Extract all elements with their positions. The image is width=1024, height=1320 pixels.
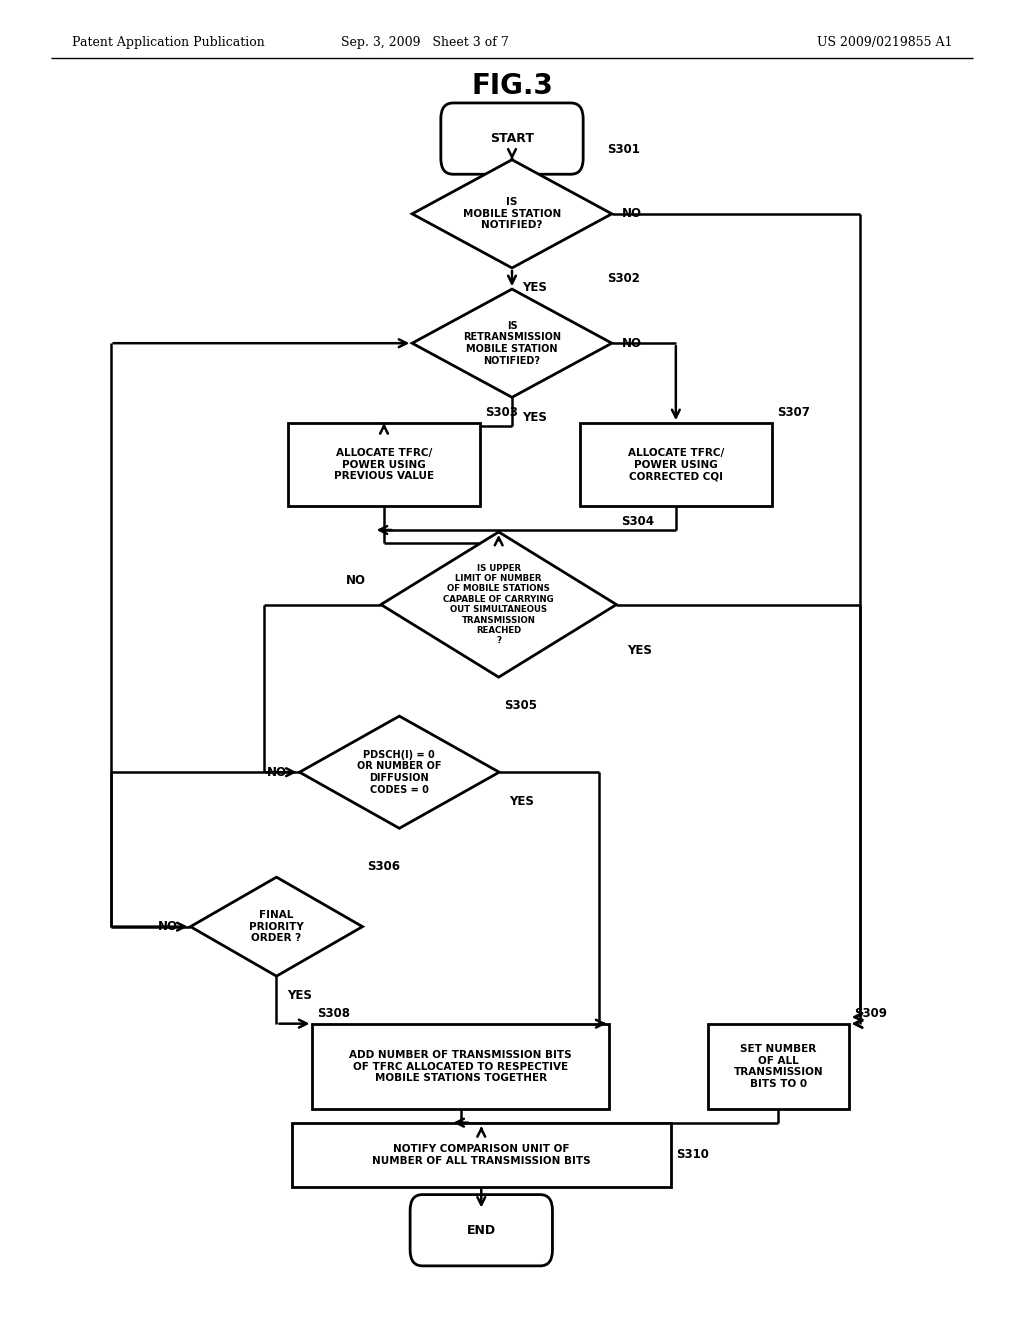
FancyBboxPatch shape: [708, 1024, 849, 1109]
Text: YES: YES: [522, 281, 547, 294]
Text: START: START: [490, 132, 534, 145]
Text: Sep. 3, 2009   Sheet 3 of 7: Sep. 3, 2009 Sheet 3 of 7: [341, 36, 509, 49]
Text: S301: S301: [606, 143, 640, 156]
Text: YES: YES: [510, 796, 535, 808]
Text: NO: NO: [158, 920, 178, 933]
Text: S303: S303: [485, 407, 518, 418]
Polygon shape: [190, 878, 362, 977]
Text: S306: S306: [368, 861, 400, 873]
Text: S305: S305: [505, 700, 538, 711]
Text: YES: YES: [522, 411, 547, 424]
Text: ALLOCATE TFRC/
POWER USING
PREVIOUS VALUE: ALLOCATE TFRC/ POWER USING PREVIOUS VALU…: [334, 447, 434, 482]
Text: NOTIFY COMPARISON UNIT OF
NUMBER OF ALL TRANSMISSION BITS: NOTIFY COMPARISON UNIT OF NUMBER OF ALL …: [372, 1144, 591, 1166]
Text: SET NUMBER
OF ALL
TRANSMISSION
BITS TO 0: SET NUMBER OF ALL TRANSMISSION BITS TO 0: [733, 1044, 823, 1089]
FancyBboxPatch shape: [580, 422, 772, 506]
Text: ALLOCATE TFRC/
POWER USING
CORRECTED CQI: ALLOCATE TFRC/ POWER USING CORRECTED CQI: [628, 447, 724, 482]
Text: ADD NUMBER OF TRANSMISSION BITS
OF TFRC ALLOCATED TO RESPECTIVE
MOBILE STATIONS : ADD NUMBER OF TRANSMISSION BITS OF TFRC …: [349, 1049, 572, 1084]
FancyBboxPatch shape: [292, 1123, 671, 1187]
Text: S310: S310: [676, 1148, 709, 1162]
Text: IS
RETRANSMISSION
MOBILE STATION
NOTIFIED?: IS RETRANSMISSION MOBILE STATION NOTIFIE…: [463, 321, 561, 366]
Polygon shape: [412, 160, 612, 268]
FancyBboxPatch shape: [312, 1024, 609, 1109]
Polygon shape: [381, 532, 616, 677]
Text: S308: S308: [317, 1007, 350, 1019]
Text: S302: S302: [606, 272, 640, 285]
FancyBboxPatch shape: [410, 1195, 553, 1266]
Text: PDSCH(I) = 0
OR NUMBER OF
DIFFUSION
CODES = 0: PDSCH(I) = 0 OR NUMBER OF DIFFUSION CODE…: [357, 750, 441, 795]
Text: S307: S307: [777, 407, 810, 418]
Text: YES: YES: [287, 990, 311, 1002]
Text: NO: NO: [345, 574, 366, 587]
Text: NO: NO: [267, 766, 287, 779]
Polygon shape: [299, 715, 500, 829]
Text: IS
MOBILE STATION
NOTIFIED?: IS MOBILE STATION NOTIFIED?: [463, 197, 561, 231]
Text: Patent Application Publication: Patent Application Publication: [72, 36, 264, 49]
Text: FIG.3: FIG.3: [471, 71, 553, 100]
Text: S304: S304: [622, 515, 654, 528]
Polygon shape: [412, 289, 612, 397]
Text: NO: NO: [623, 207, 642, 220]
Text: END: END: [467, 1224, 496, 1237]
Text: YES: YES: [627, 644, 651, 657]
FancyBboxPatch shape: [440, 103, 584, 174]
FancyBboxPatch shape: [288, 422, 480, 506]
Text: US 2009/0219855 A1: US 2009/0219855 A1: [817, 36, 952, 49]
Text: FINAL
PRIORITY
ORDER ?: FINAL PRIORITY ORDER ?: [249, 909, 304, 944]
Text: NO: NO: [623, 337, 642, 350]
Text: IS UPPER
LIMIT OF NUMBER
OF MOBILE STATIONS
CAPABLE OF CARRYING
OUT SIMULTANEOUS: IS UPPER LIMIT OF NUMBER OF MOBILE STATI…: [443, 564, 554, 645]
Text: S309: S309: [854, 1007, 887, 1019]
